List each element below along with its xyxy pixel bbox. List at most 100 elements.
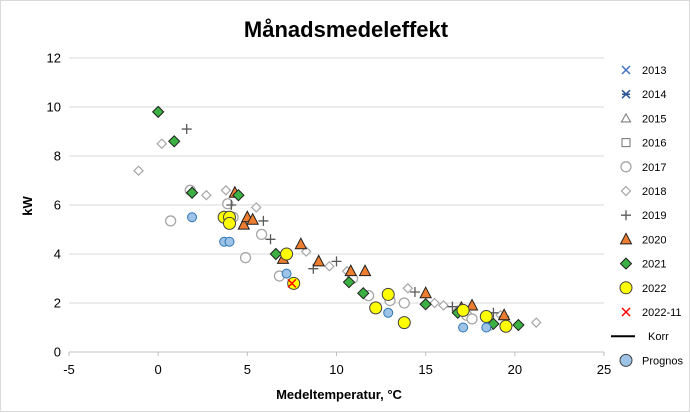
y-tick-label: 6: [54, 198, 61, 213]
series-2017-point: [466, 313, 478, 325]
legend-marker-2018: [620, 185, 632, 197]
prognos-point: [187, 212, 198, 223]
series-2020-point: [465, 298, 479, 311]
prognos-point: [458, 322, 469, 333]
series-2017-point: [164, 215, 177, 227]
prognos-point: [281, 268, 292, 279]
legend-marker-2015: [620, 112, 632, 123]
series-2017-point: [239, 252, 252, 264]
x-tick-label: -5: [63, 362, 75, 377]
series-2021-point: [512, 318, 525, 332]
legend-label: 2020: [642, 234, 666, 246]
series-2022-point: [456, 303, 470, 317]
series-2020-point: [237, 217, 251, 230]
series-2018-point: [438, 300, 449, 311]
series-2022-point: [369, 301, 383, 315]
legend-marker-2022: [619, 281, 633, 295]
x-axis-title: Medeltemperatur, °C: [276, 387, 402, 402]
series-2018-point: [156, 138, 168, 150]
legend-item-2017: 2017: [620, 161, 666, 174]
y-axis-title: kW: [20, 196, 35, 216]
legend-item-2014: 2014: [621, 89, 666, 101]
legend-item-2013: 2013: [621, 65, 666, 77]
series-2022-point: [499, 319, 513, 333]
legend-label: 2021: [642, 259, 666, 271]
legend-label: 2013: [642, 65, 666, 77]
series-2022-point: [223, 216, 236, 230]
prognos-point: [481, 322, 492, 333]
series-2018-point: [530, 317, 542, 328]
legend-marker-prognos: [619, 353, 633, 367]
x-tick-label: 10: [329, 362, 343, 377]
series-2022-point: [397, 316, 411, 330]
legend-item-2018: 2018: [620, 185, 666, 198]
legend-label: 2022-11: [642, 307, 682, 319]
legend-item-2022-11: 2022-11: [621, 307, 682, 319]
series-2017-point: [222, 198, 234, 210]
legend-marker-2013: [621, 65, 631, 75]
series-2020-point: [294, 237, 308, 250]
legend-item-2021: 2021: [619, 257, 666, 271]
series-2021-point: [419, 298, 432, 311]
series-2019-point: [447, 301, 458, 312]
series-2021-point: [269, 247, 283, 261]
x-tick-label: 15: [418, 362, 432, 377]
legend-item-2016: 2016: [621, 138, 666, 150]
series-2018-point: [133, 165, 144, 177]
series-2021-point: [342, 275, 356, 289]
series-2019-point: [331, 256, 342, 267]
y-tick-label: 10: [47, 100, 61, 115]
series-2020-point: [358, 264, 372, 277]
legend-item-2015: 2015: [620, 112, 666, 125]
legend-label: Prognos: [642, 355, 683, 367]
legend-marker-2016: [621, 138, 631, 148]
series-2020-point: [497, 308, 511, 321]
series-2019-point: [265, 234, 276, 245]
series-2022-point: [287, 276, 301, 290]
series-2021-point: [232, 188, 245, 202]
y-tick-label: 2: [54, 296, 61, 311]
series-2021-point: [168, 135, 181, 148]
y-tick-label: 8: [54, 149, 61, 164]
x-tick-label: 20: [508, 362, 522, 377]
x-tick-label: 25: [597, 362, 611, 377]
legend-label: 2018: [642, 186, 666, 198]
series-2020-point: [419, 286, 432, 299]
series-2022-11-point: [287, 278, 297, 288]
legend-marker-2020: [619, 232, 633, 245]
y-tick-label: 4: [54, 247, 61, 262]
legend-label: 2017: [642, 162, 666, 174]
legend-label: 2016: [642, 138, 666, 150]
series-2018-point: [220, 184, 232, 196]
legend-marker-2014: [621, 89, 631, 99]
legend-label: Korr: [648, 331, 669, 343]
x-tick-label: 0: [155, 362, 162, 377]
prognos-point: [383, 307, 394, 318]
series-2021-point: [357, 286, 370, 300]
series-2020-point: [344, 264, 358, 277]
series-2018-point: [250, 202, 262, 213]
legend-label: 2015: [642, 113, 666, 125]
legend-item-2020: 2020: [619, 232, 666, 246]
series-2018-point: [300, 246, 312, 257]
series-2020-point: [312, 254, 325, 267]
series-2019-point: [226, 200, 237, 210]
y-tick-label: 12: [47, 51, 61, 66]
series-2019-point: [258, 215, 269, 226]
data-points: [133, 105, 542, 333]
y-tick-label: 0: [54, 345, 61, 360]
legend-item-2019: 2019: [621, 210, 666, 222]
legend-item-2022: 2022: [619, 281, 666, 295]
series-2022-point: [280, 247, 294, 261]
series-2021-point: [185, 186, 199, 199]
series-2019-point: [181, 124, 192, 135]
series-2017-point: [398, 297, 410, 309]
legend-label: 2022: [642, 283, 666, 295]
prognos-point: [224, 236, 235, 247]
series-2018-point: [429, 297, 440, 309]
series-2022-point: [479, 309, 493, 323]
series-2018-point: [200, 189, 212, 201]
legend-marker-2022-11: [621, 307, 631, 317]
